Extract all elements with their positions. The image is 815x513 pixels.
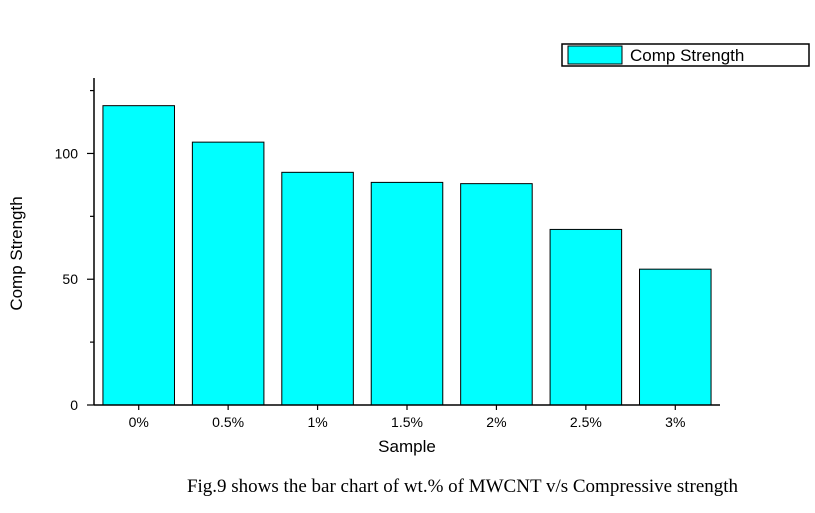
x-axis-title: Sample bbox=[378, 437, 436, 456]
legend-swatch bbox=[567, 45, 623, 65]
x-tick-label: 0% bbox=[129, 414, 149, 430]
bar-0% bbox=[102, 105, 175, 406]
bar-3% bbox=[639, 268, 712, 406]
y-tick-label: 100 bbox=[55, 145, 79, 161]
bars-group bbox=[102, 105, 712, 406]
legend-label: Comp Strength bbox=[630, 46, 744, 65]
bar-1% bbox=[281, 171, 354, 406]
x-tick-label: 2% bbox=[486, 414, 506, 430]
y-axis-title: Comp Strength bbox=[7, 196, 26, 310]
x-tick-label: 1% bbox=[307, 414, 327, 430]
bar-2.5% bbox=[549, 228, 623, 406]
figure-caption: Fig.9 shows the bar chart of wt.% of MWC… bbox=[186, 476, 739, 497]
x-tick-label: 1.5% bbox=[391, 414, 423, 430]
y-tick-label: 50 bbox=[62, 271, 78, 287]
bar-0.5% bbox=[191, 141, 265, 406]
x-ticks-group: 0% 0.5% 1% 1.5% 2% 2.5% 3% bbox=[129, 405, 685, 430]
bar-1.5% bbox=[370, 181, 444, 406]
x-tick-label: 0.5% bbox=[212, 414, 244, 430]
y-ticks-group: 0 50 100 bbox=[55, 89, 94, 413]
x-tick-label: 2.5% bbox=[570, 414, 602, 430]
bar-2% bbox=[460, 183, 533, 406]
x-tick-label: 3% bbox=[665, 414, 685, 430]
y-tick-label: 0 bbox=[70, 397, 78, 413]
bar-chart: 0 50 100 0% 0.5% 1% 1.5% 2% 2.5% 3% Sample Comp … bbox=[7, 43, 810, 456]
legend: Comp Strength bbox=[561, 43, 810, 67]
legend-box bbox=[561, 43, 810, 67]
